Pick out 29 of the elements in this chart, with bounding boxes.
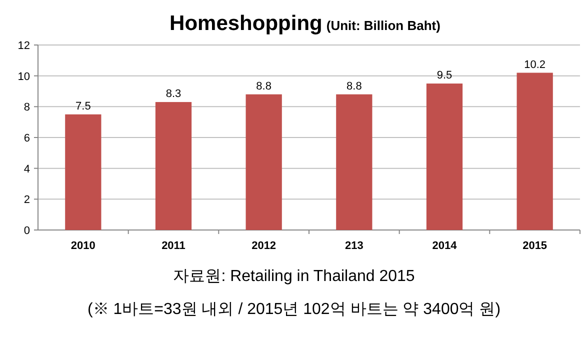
chart-title: Homeshopping — [170, 12, 322, 35]
y-tick-label: 10 — [18, 70, 30, 83]
y-tick-label: 12 — [18, 40, 30, 52]
y-tick-label: 2 — [24, 194, 30, 206]
x-tick-label: 2012 — [252, 240, 276, 252]
bar — [65, 114, 102, 230]
y-tick-label: 4 — [24, 163, 30, 176]
x-tick-label: 213 — [344, 240, 364, 252]
x-tick-label: 2010 — [70, 240, 96, 252]
y-tick-label: 6 — [24, 132, 30, 144]
bar — [336, 94, 372, 230]
data-label: 8.8 — [256, 80, 272, 92]
data-label: 8.8 — [346, 80, 362, 92]
y-tick-label: 8 — [24, 102, 30, 114]
bar — [246, 94, 282, 230]
x-tick-label: 2015 — [522, 240, 548, 252]
bar — [426, 84, 463, 230]
text: 자료원: Retailing in Thailand 2015 — [173, 268, 415, 285]
bar — [516, 72, 553, 230]
y-tick-label: 0 — [24, 225, 30, 237]
data-label: 9.5 — [436, 70, 452, 82]
data-label: 7.5 — [76, 100, 91, 112]
data-label: 8.3 — [166, 88, 182, 100]
text: (※ 1바트=33원 내외 / 2015년 102억 바트는 약 3400억 원) — [87, 301, 501, 318]
chart-subtitle: (Unit: Billion Baht) — [326, 18, 440, 33]
x-tick-label: 2014 — [432, 240, 458, 252]
data-label: 10.2 — [524, 58, 546, 71]
bar — [155, 102, 192, 230]
x-tick-label: 2011 — [162, 240, 186, 252]
